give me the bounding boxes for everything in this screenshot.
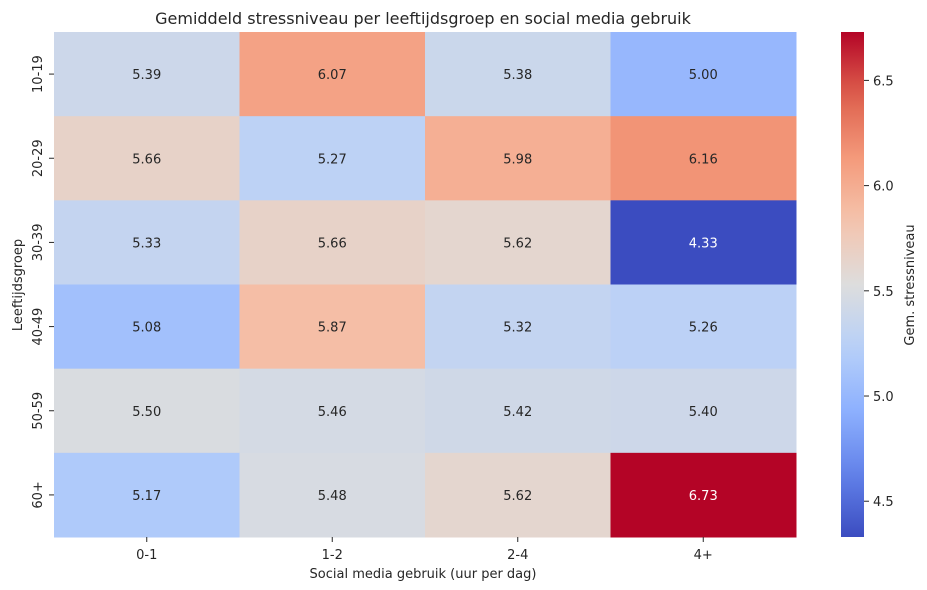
cell-value-label: 4.33: [689, 236, 718, 251]
heatmap-cell: [610, 368, 797, 454]
colorbar-tick-label: 5.0: [873, 390, 894, 405]
heatmap-cell: [425, 32, 611, 117]
cell-value-label: 5.66: [132, 152, 161, 167]
cell-value-label: 6.07: [318, 68, 347, 83]
cell-value-label: 5.48: [318, 489, 347, 504]
x-tick-label: 2-4: [507, 548, 528, 563]
heatmap-cell: [54, 116, 240, 201]
heatmap-cell: [610, 452, 797, 538]
cell-value-label: 5.32: [503, 321, 532, 336]
cell-value-label: 5.87: [318, 321, 347, 336]
y-tick-label: 30-39: [31, 224, 46, 262]
y-tick-label: 40-49: [31, 308, 46, 346]
heatmap-cell: [425, 368, 611, 454]
cell-value-label: 6.73: [689, 489, 718, 504]
x-tick-label: 1-2: [322, 548, 343, 563]
cell-value-label: 5.08: [132, 321, 161, 336]
cell-value-label: 5.66: [318, 236, 347, 251]
heatmap-cell: [239, 452, 426, 538]
cell-value-label: 5.50: [132, 405, 161, 420]
cell-value-label: 5.26: [689, 321, 718, 336]
heatmap-cell: [239, 368, 426, 454]
colorbar: [841, 32, 864, 537]
y-tick-label: 60+: [31, 481, 46, 508]
heatmap-cell: [425, 284, 611, 370]
y-tick-label: 10-19: [31, 55, 46, 93]
cell-value-label: 5.98: [503, 152, 532, 167]
colorbar-tick-label: 5.5: [873, 285, 894, 300]
colorbar-ticks: 4.5 5.0 5.5 6.0 6.5: [864, 74, 894, 510]
heatmap-cell: [610, 116, 797, 201]
heatmap-cell: [239, 284, 426, 370]
cell-value-label: 5.42: [503, 405, 532, 420]
heatmap-cell: [54, 200, 240, 285]
colorbar-tick-label: 6.0: [873, 180, 894, 195]
heatmap-cell-labels: 5.39 6.07 5.38 5.00 5.66 5.27 5.98 6.16 5.33 5.66…: [132, 68, 717, 504]
x-tick-label: 0-1: [136, 548, 157, 563]
heatmap-cell: [425, 116, 611, 201]
y-axis-ticks: 10-19 20-29 30-39 40-49 50-59 60+: [31, 55, 54, 509]
heatmap-cell: [239, 200, 426, 285]
colorbar-tick-label: 6.5: [873, 74, 894, 89]
heatmap-cell: [54, 284, 240, 370]
cell-value-label: 6.16: [689, 152, 718, 167]
heatmap-cell: [610, 284, 797, 370]
cell-value-label: 5.27: [318, 152, 347, 167]
cell-value-label: 5.62: [503, 236, 532, 251]
colorbar-tick-label: 4.5: [873, 495, 894, 510]
heatmap-cell: [610, 200, 797, 285]
colorbar-label: Gem. stressniveau: [903, 224, 918, 345]
heatmap-cell: [239, 32, 426, 117]
cell-value-label: 5.33: [132, 236, 161, 251]
y-tick-label: 50-59: [31, 392, 46, 430]
cell-value-label: 5.00: [689, 68, 718, 83]
cell-value-label: 5.17: [132, 489, 161, 504]
cell-value-label: 5.62: [503, 489, 532, 504]
y-tick-label: 20-29: [31, 139, 46, 177]
cell-value-label: 5.39: [132, 68, 161, 83]
x-axis-ticks: 0-1 1-2 2-4 4+: [136, 537, 713, 563]
x-axis-label: Social media gebruik (uur per dag): [310, 567, 537, 582]
cell-value-label: 5.38: [503, 68, 532, 83]
cell-value-label: 5.40: [689, 405, 718, 420]
heatmap-cell: [610, 32, 797, 117]
cell-value-label: 5.46: [318, 405, 347, 420]
heatmap-cell: [425, 200, 611, 285]
heatmap-cell: [54, 32, 240, 117]
heatmap-cell: [54, 368, 240, 454]
heatmap-cell: [239, 116, 426, 201]
heatmap-cell: [54, 452, 240, 538]
heatmap-cells: [54, 32, 797, 538]
x-tick-label: 4+: [694, 548, 713, 563]
heatmap-cell: [425, 452, 611, 538]
y-axis-label: Leeftijdsgroep: [11, 239, 26, 331]
chart-title: Gemiddeld stressniveau per leeftijdsgroe…: [155, 9, 691, 28]
